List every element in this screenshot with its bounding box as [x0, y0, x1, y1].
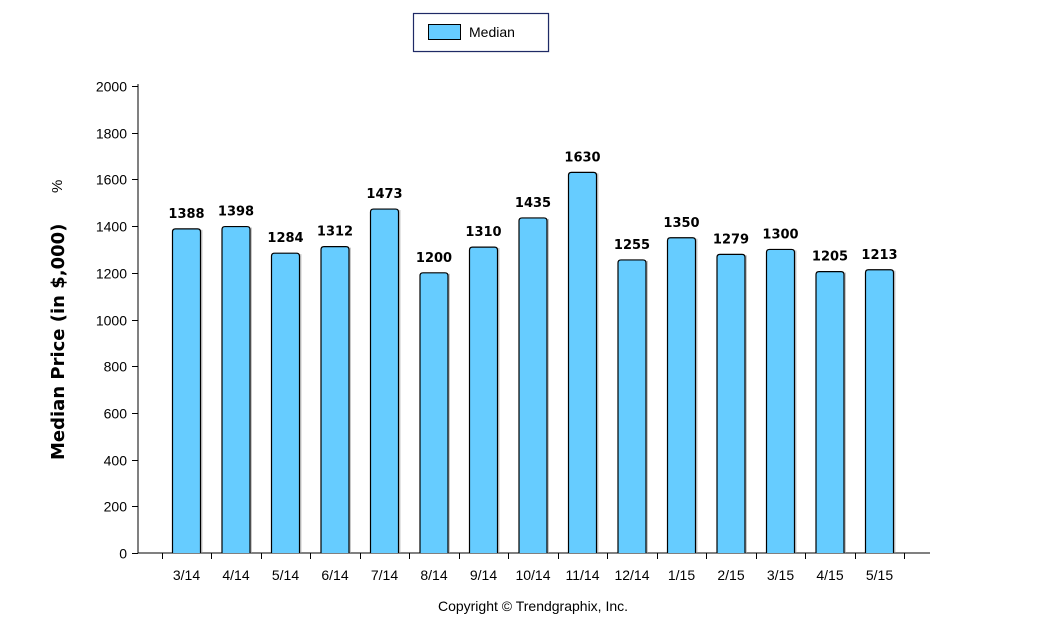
x-tick-label: 3/14 — [173, 567, 200, 583]
y-tick-label: 1800 — [96, 126, 127, 142]
y-axis-title-suffix: % — [49, 180, 66, 193]
x-tick-label: 1/15 — [668, 567, 695, 583]
bar-group — [419, 272, 450, 553]
y-axis-title: Median Price (in $,000) — [48, 224, 69, 460]
data-label: 1205 — [812, 250, 848, 265]
data-label: 1284 — [267, 231, 303, 246]
legend-label: Median — [469, 24, 515, 40]
data-label: 1630 — [564, 150, 600, 165]
bar — [864, 269, 895, 553]
bar — [270, 252, 301, 553]
bar-group — [270, 252, 302, 553]
bars — [171, 171, 896, 554]
bar-group — [369, 208, 401, 553]
data-label: 1388 — [168, 207, 204, 222]
data-label: 1255 — [614, 238, 650, 253]
bar — [765, 248, 796, 553]
y-tick-label: 800 — [104, 359, 128, 375]
bar-group — [716, 253, 747, 553]
bar — [221, 225, 251, 553]
bar — [320, 246, 350, 553]
bar — [716, 253, 746, 553]
bar — [815, 271, 845, 553]
y-tick-label: 0 — [119, 546, 127, 562]
data-labels: 1388 1398 1284 1312 1473 1200 1310 1435 1630 1255… — [168, 150, 897, 265]
y-tick-label: 2000 — [96, 79, 127, 95]
bar-group — [468, 246, 500, 554]
y-tick-label: 1400 — [96, 219, 127, 235]
bar — [171, 228, 202, 553]
x-tick-label: 3/15 — [767, 567, 794, 583]
bar-group — [518, 217, 549, 554]
x-tick-label: 2/15 — [717, 567, 744, 583]
copyright-text: Copyright © Trendgraphix, Inc. — [438, 598, 628, 614]
x-tick-label: 8/14 — [420, 567, 447, 583]
x-tick-label: 6/14 — [321, 567, 348, 583]
bar — [567, 171, 598, 553]
x-tick-label: 7/14 — [371, 567, 398, 583]
data-label: 1435 — [515, 196, 551, 211]
y-tick-label: 600 — [104, 406, 128, 422]
x-tick-label: 5/15 — [866, 567, 893, 583]
data-label: 1279 — [713, 232, 749, 247]
x-tick-label: 4/14 — [222, 567, 249, 583]
x-tick-label: 9/14 — [470, 567, 497, 583]
x-tick-label: 4/15 — [816, 567, 843, 583]
bar-group — [864, 269, 896, 553]
x-tick-label: 5/14 — [272, 567, 299, 583]
data-label: 1213 — [861, 248, 897, 263]
bar-group — [171, 228, 203, 554]
bar — [666, 237, 697, 553]
bar — [518, 217, 548, 553]
x-tick-label: 12/14 — [614, 567, 649, 583]
data-label: 1473 — [366, 187, 402, 202]
bar-group — [617, 259, 648, 553]
bar — [419, 272, 449, 553]
data-label: 1200 — [416, 251, 452, 266]
axes: 0 200 400 600 800 1000 1200 1400 1600 1800 2000 3/1… — [96, 79, 930, 583]
bar-group — [221, 225, 252, 553]
x-tick-label: 11/14 — [566, 567, 600, 583]
y-axis-title-group: Median Price (in $,000) % — [48, 180, 69, 460]
bar-group — [765, 248, 797, 553]
bar-group — [666, 237, 698, 553]
legend: Median — [412, 12, 550, 53]
data-label: 1300 — [762, 227, 798, 242]
y-tick-label: 200 — [104, 499, 128, 515]
y-tick-label: 1000 — [96, 313, 127, 329]
data-label: 1312 — [317, 225, 353, 240]
bar — [369, 208, 400, 553]
data-label: 1398 — [218, 205, 254, 220]
legend-swatch — [428, 24, 461, 40]
y-tick-label: 1600 — [96, 172, 127, 188]
bar — [468, 246, 499, 553]
data-label: 1350 — [663, 216, 699, 231]
bar-group — [320, 246, 351, 553]
data-label: 1310 — [465, 225, 501, 240]
y-tick-label: 1200 — [96, 266, 127, 282]
x-tick-label: 10/14 — [515, 567, 550, 583]
bar — [617, 259, 647, 553]
y-tick-label: 400 — [104, 453, 128, 469]
bar-group — [567, 171, 599, 553]
bar-group — [815, 271, 846, 553]
